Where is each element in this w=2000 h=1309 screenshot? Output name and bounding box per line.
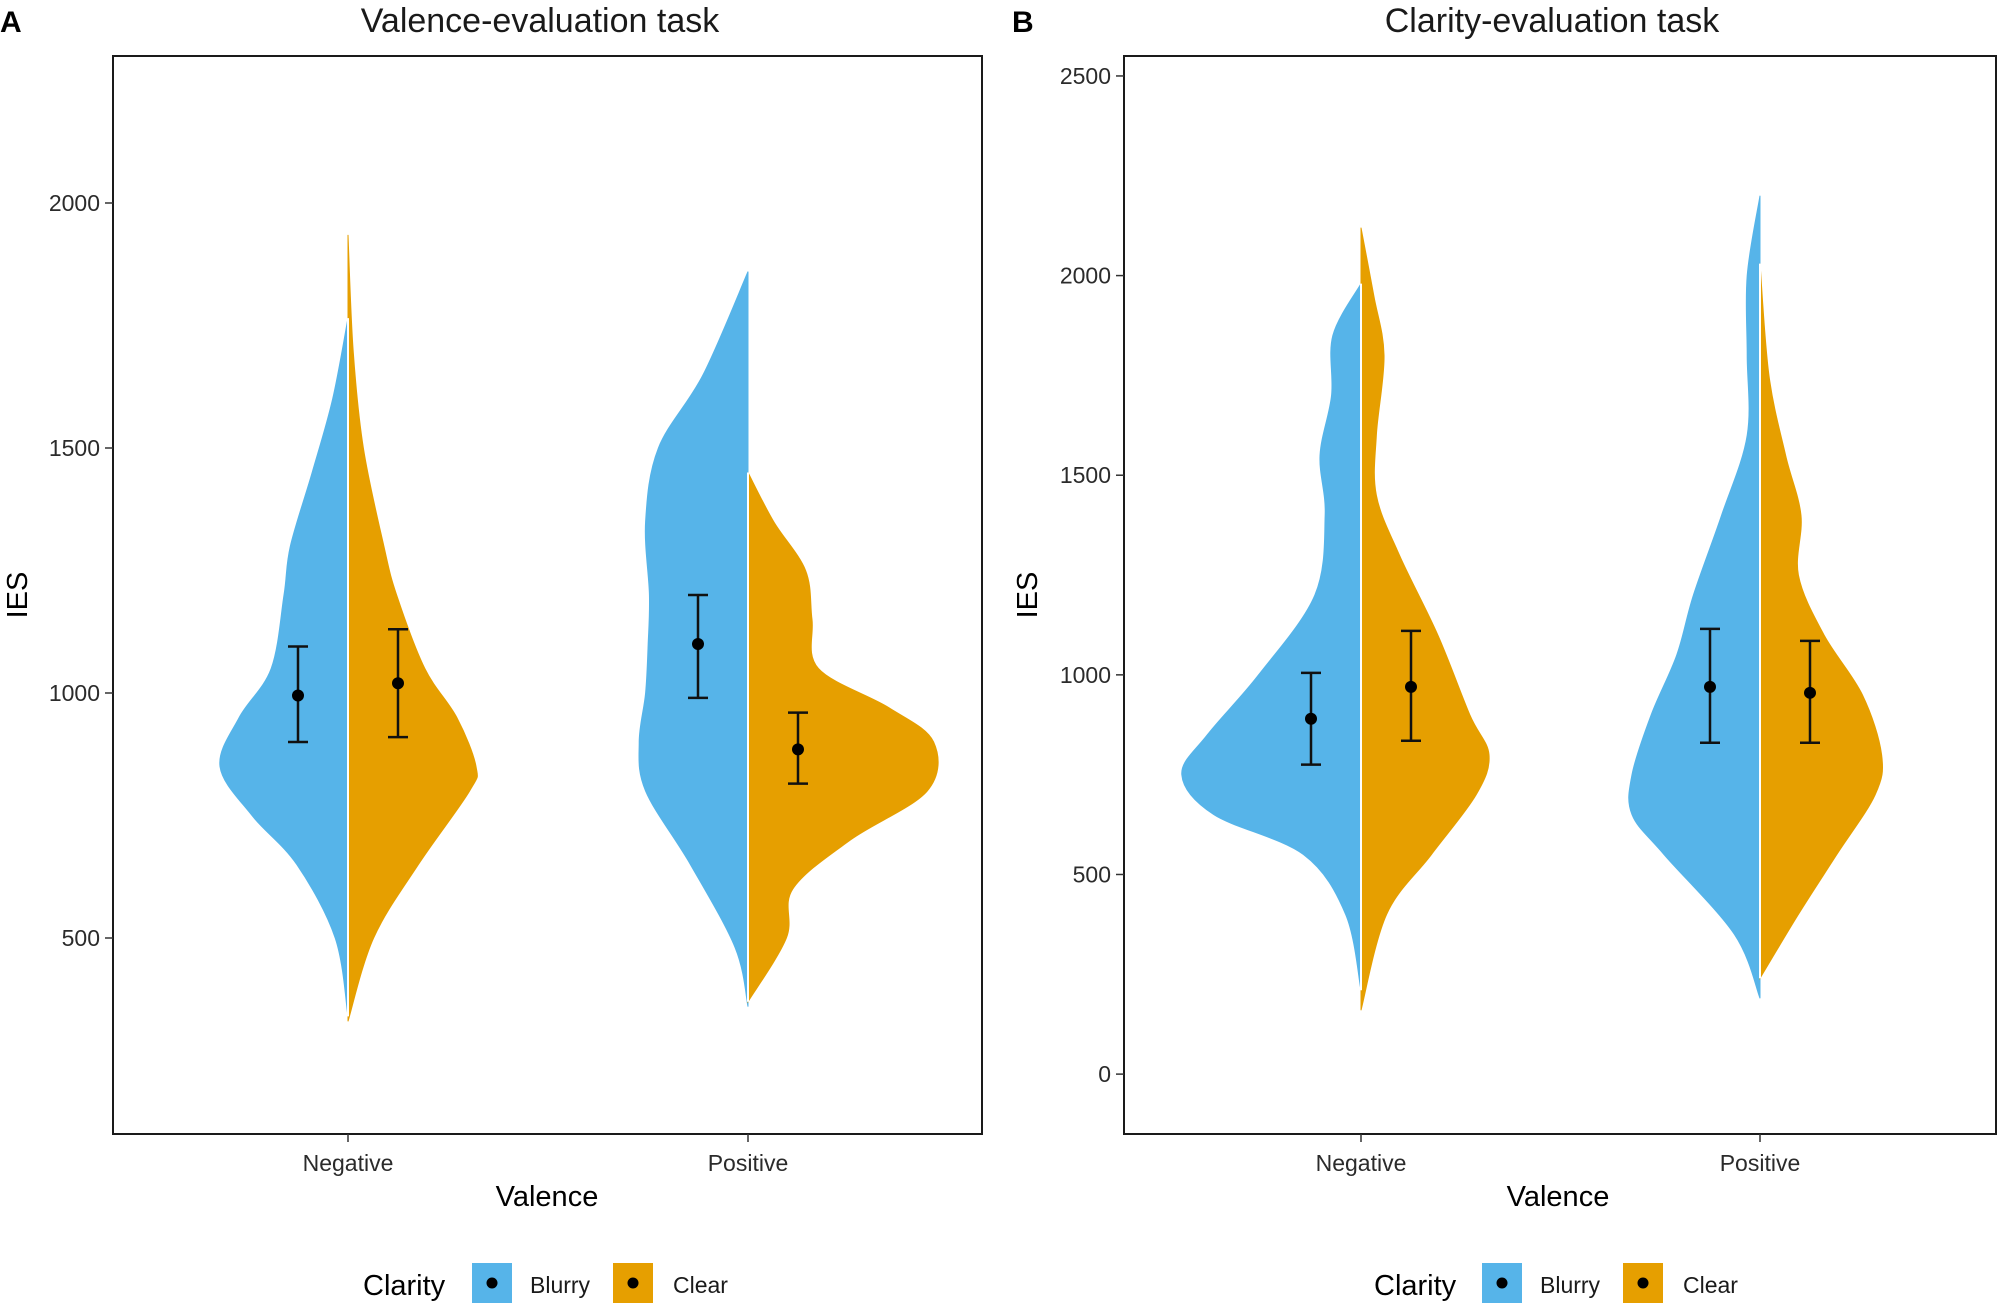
x-tick-label: Negative bbox=[303, 1150, 394, 1176]
y-tick-label: 1500 bbox=[49, 435, 100, 461]
errorbar-clear-negative bbox=[388, 628, 408, 739]
panel-a: A Valence-evaluation task 500 1000 1500 200… bbox=[0, 2, 983, 1213]
mean-point bbox=[692, 638, 704, 650]
violin-blurry-negative bbox=[1181, 283, 1362, 991]
mean-point bbox=[292, 689, 304, 702]
errorbar-clear-negative bbox=[1401, 629, 1421, 742]
legend-a: Clarity Blurry Clear bbox=[363, 1263, 728, 1303]
violin-blurry-negative bbox=[219, 318, 349, 1017]
panel-tag: B bbox=[1012, 6, 1034, 39]
y-tick-label: 1000 bbox=[49, 680, 100, 706]
legend-label-clear: Clear bbox=[673, 1272, 728, 1298]
legend-label-blurry: Blurry bbox=[530, 1272, 591, 1298]
mean-point bbox=[392, 677, 404, 690]
y-axis-title: IES bbox=[2, 572, 34, 619]
x-axis-title: Valence bbox=[1507, 1181, 1610, 1213]
violin-blurry-positive bbox=[638, 271, 749, 1007]
plot-area bbox=[219, 234, 939, 1022]
errorbar-clear-positive bbox=[1800, 639, 1820, 744]
violin-clear-positive bbox=[1759, 263, 1884, 981]
errorbar-blurry-positive bbox=[1700, 627, 1720, 744]
x-tick-label: Negative bbox=[1316, 1150, 1407, 1176]
panel-b: B Clarity-evaluation task 0 500 1000 1500 20… bbox=[1012, 2, 1997, 1213]
y-tick-label: 2000 bbox=[49, 190, 100, 216]
y-tick-label: 500 bbox=[1073, 861, 1111, 887]
chart-title: Valence-evaluation task bbox=[361, 2, 720, 40]
mean-point bbox=[1405, 680, 1417, 693]
legend-title: Clarity bbox=[1374, 1270, 1457, 1302]
mean-point bbox=[1305, 712, 1317, 725]
errorbar-blurry-negative bbox=[288, 645, 308, 744]
plot-border bbox=[112, 55, 983, 1135]
legend-dot bbox=[627, 1277, 639, 1289]
violin-clear-negative bbox=[1360, 227, 1490, 1011]
panel-tag: A bbox=[0, 6, 22, 39]
violin-clear-negative bbox=[347, 234, 478, 1022]
legend-dot bbox=[486, 1277, 498, 1289]
y-axis: 500 1000 1500 2000 bbox=[49, 190, 113, 951]
plot-border bbox=[1123, 55, 1997, 1135]
errorbar-blurry-negative bbox=[1301, 671, 1321, 766]
x-axis-title: Valence bbox=[496, 1181, 599, 1213]
violin-blurry-positive bbox=[1628, 195, 1761, 999]
errorbar-blurry-positive bbox=[688, 593, 708, 700]
errorbar-clear-positive bbox=[788, 711, 808, 785]
y-axis-title: IES bbox=[1012, 572, 1044, 619]
plot-area bbox=[1181, 195, 1884, 1011]
y-axis: 0 500 1000 1500 2000 2500 bbox=[1060, 63, 1124, 1087]
x-tick-label: Positive bbox=[1720, 1150, 1801, 1176]
y-tick-label: 1500 bbox=[1060, 462, 1111, 488]
x-axis: Negative Positive bbox=[1316, 1134, 1801, 1176]
legend-dot bbox=[1637, 1277, 1649, 1289]
mean-point bbox=[1704, 680, 1716, 693]
legend-label-blurry: Blurry bbox=[1540, 1272, 1601, 1298]
y-tick-label: 500 bbox=[62, 925, 100, 951]
violin-clear-positive bbox=[747, 472, 939, 1004]
x-axis: Negative Positive bbox=[303, 1134, 789, 1176]
legend-title: Clarity bbox=[363, 1270, 446, 1302]
y-tick-label: 2000 bbox=[1060, 263, 1111, 289]
y-tick-label: 0 bbox=[1098, 1061, 1111, 1087]
legend-label-clear: Clear bbox=[1683, 1272, 1738, 1298]
y-tick-label: 2500 bbox=[1060, 63, 1111, 89]
y-tick-label: 1000 bbox=[1060, 662, 1111, 688]
legend-b: Clarity Blurry Clear bbox=[1374, 1263, 1738, 1303]
mean-point bbox=[1804, 686, 1816, 699]
chart-title: Clarity-evaluation task bbox=[1385, 2, 1720, 40]
legend-dot bbox=[1496, 1277, 1508, 1289]
mean-point bbox=[792, 743, 804, 756]
x-tick-label: Positive bbox=[708, 1150, 789, 1176]
